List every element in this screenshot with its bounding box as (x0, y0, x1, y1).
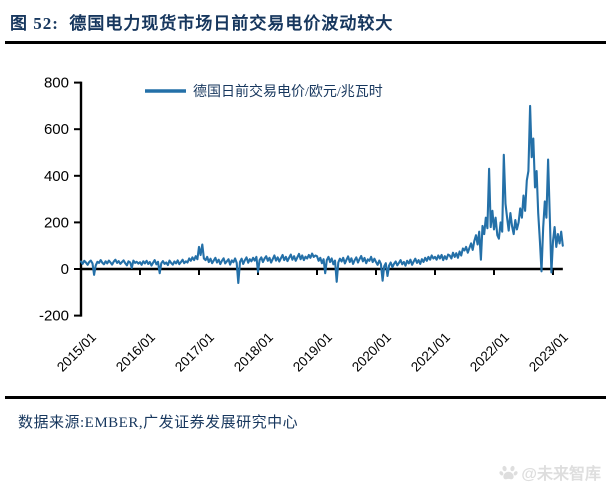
x-tick-label: 2015/01 (54, 330, 99, 375)
y-tick-label: 600 (44, 121, 69, 138)
legend-label: 德国日前交易电价/欧元/兆瓦时 (193, 83, 383, 100)
x-tick-label: 2023/01 (526, 330, 571, 375)
y-tick-label: 800 (44, 75, 69, 92)
y-tick-label: 200 (44, 214, 69, 231)
y-tick-label: -200 (39, 308, 69, 325)
watermark-text: @未来智库 (521, 466, 601, 483)
x-tick-label: 2020/01 (349, 330, 394, 375)
paw-icon (499, 465, 518, 479)
price-line (79, 104, 564, 285)
price-chart: 800 600 400 200 0 -200 2015/01 2016/01 2017/01 20… (39, 75, 571, 375)
chart-region: 800 600 400 200 0 -200 2015/01 2016/01 2017/01 20… (0, 44, 611, 396)
y-tick-label: 0 (61, 261, 69, 278)
x-tick-label: 2022/01 (467, 330, 512, 375)
x-tick-label: 2018/01 (231, 330, 276, 375)
data-source-text: 数据来源:EMBER,广发证券发展研究中心 (18, 415, 299, 431)
footer-rule (5, 396, 606, 399)
x-tick-label: 2016/01 (113, 330, 158, 375)
header-rule (5, 41, 606, 44)
x-tick-label: 2019/01 (290, 330, 335, 375)
figure-header: 图 52: 德国电力现货市场日前交易电价波动较大 (0, 0, 611, 39)
x-tick-label: 2021/01 (408, 330, 453, 375)
y-tick-label: 400 (44, 168, 69, 185)
x-tick-label: 2017/01 (172, 330, 217, 375)
source-row: 数据来源:EMBER,广发证券发展研究中心 (0, 399, 611, 432)
watermark: @未来智库 (499, 460, 601, 484)
page-title: 图 52: 德国电力现货市场日前交易电价波动较大 (10, 14, 394, 33)
